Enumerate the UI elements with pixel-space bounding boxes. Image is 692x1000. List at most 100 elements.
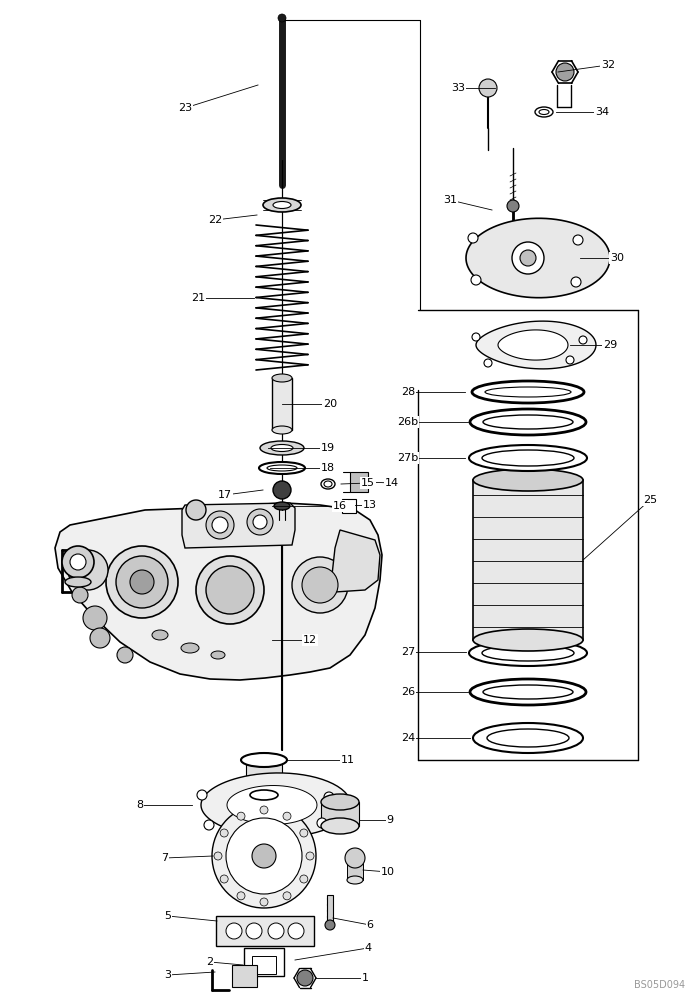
Text: 13: 13 [363,500,377,510]
Circle shape [484,359,492,367]
Circle shape [556,63,574,81]
Ellipse shape [272,374,292,382]
Circle shape [324,792,334,802]
Circle shape [72,587,88,603]
Ellipse shape [321,818,359,834]
Circle shape [268,923,284,939]
Circle shape [300,875,308,883]
Circle shape [237,892,245,900]
Circle shape [83,606,107,630]
Ellipse shape [470,679,586,705]
Bar [321,802,359,826]
Ellipse shape [482,450,574,466]
Ellipse shape [469,640,587,666]
Ellipse shape [271,444,293,452]
Text: 6: 6 [367,920,374,930]
Ellipse shape [473,469,583,491]
Circle shape [130,570,154,594]
Circle shape [345,848,365,868]
Text: 21: 21 [191,293,205,303]
Circle shape [247,509,273,535]
Polygon shape [466,218,610,298]
Circle shape [512,242,544,274]
Circle shape [273,481,291,499]
Ellipse shape [260,441,304,455]
Circle shape [62,546,94,578]
Circle shape [220,829,228,837]
Circle shape [116,556,168,608]
Polygon shape [476,321,596,369]
Ellipse shape [485,387,571,397]
Circle shape [212,804,316,908]
Text: 10: 10 [381,867,395,877]
Circle shape [226,818,302,894]
Circle shape [297,970,313,986]
Ellipse shape [539,109,549,114]
Circle shape [292,557,348,613]
Polygon shape [227,786,317,824]
Polygon shape [498,330,568,360]
Circle shape [117,647,133,663]
Circle shape [70,554,86,570]
Circle shape [252,844,276,868]
Ellipse shape [472,381,584,403]
Circle shape [220,875,228,883]
Circle shape [573,235,583,245]
Text: 17: 17 [218,490,232,500]
Circle shape [186,500,206,520]
Bar [216,916,314,946]
Circle shape [246,923,262,939]
Ellipse shape [152,630,168,640]
Circle shape [479,79,497,97]
Text: 9: 9 [386,815,394,825]
Circle shape [471,275,481,285]
Circle shape [278,14,286,22]
Text: 3: 3 [165,970,172,980]
Polygon shape [55,503,382,680]
Ellipse shape [470,409,586,435]
Circle shape [214,852,222,860]
Bar [327,895,333,925]
Text: 20: 20 [323,399,337,409]
Text: 26: 26 [401,687,415,697]
Polygon shape [332,530,380,592]
Text: 1: 1 [361,973,369,983]
Circle shape [253,515,267,529]
Bar [232,965,257,987]
Ellipse shape [324,481,332,487]
Text: 5: 5 [165,911,172,921]
Text: 33: 33 [451,83,465,93]
Text: 27: 27 [401,647,415,657]
Text: BS05D094: BS05D094 [634,980,685,990]
Ellipse shape [483,415,573,429]
Circle shape [197,790,207,800]
Circle shape [325,920,335,930]
Text: 2: 2 [206,957,214,967]
Circle shape [90,628,110,648]
Text: 28: 28 [401,387,415,397]
Ellipse shape [469,445,587,471]
Text: 27b: 27b [397,453,419,463]
Circle shape [226,923,242,939]
Ellipse shape [241,753,287,767]
Text: 24: 24 [401,733,415,743]
Bar [347,858,363,880]
Circle shape [204,820,214,830]
Circle shape [566,356,574,364]
Bar [350,472,368,492]
Circle shape [302,567,338,603]
Circle shape [571,277,581,287]
Bar [246,760,282,795]
Circle shape [237,812,245,820]
Text: 23: 23 [178,103,192,113]
Text: 15: 15 [361,478,375,488]
Ellipse shape [272,426,292,434]
Text: 18: 18 [321,463,335,473]
Circle shape [288,923,304,939]
Circle shape [106,546,178,618]
Circle shape [520,250,536,266]
Bar [473,480,583,640]
Text: 12: 12 [303,635,317,645]
Circle shape [68,550,108,590]
Circle shape [507,200,519,212]
